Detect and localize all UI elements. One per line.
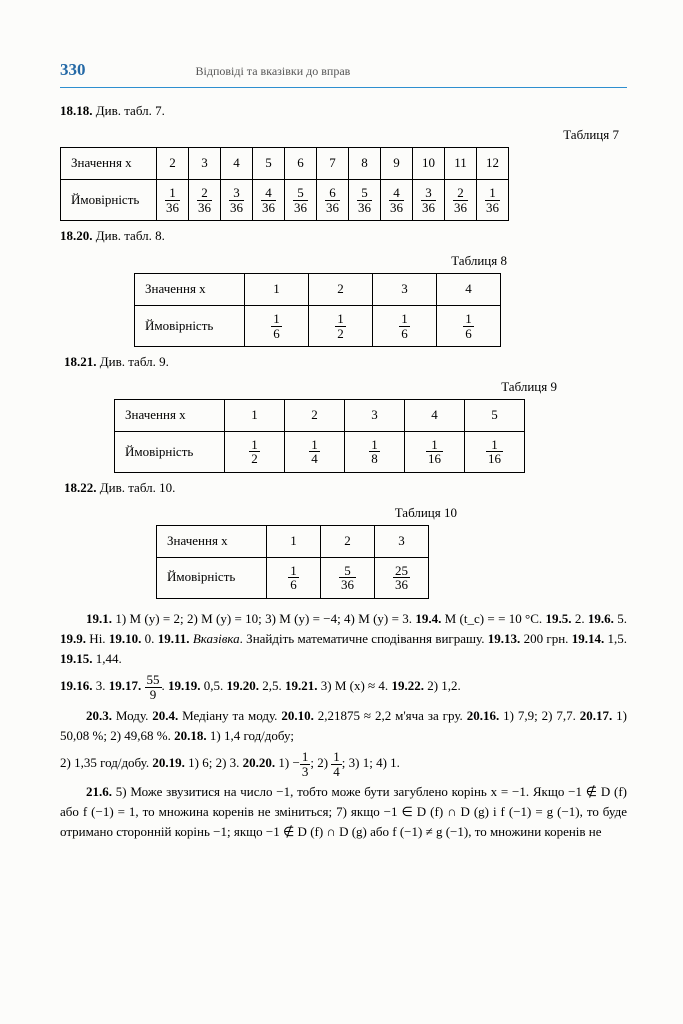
- page-number: 330: [60, 58, 86, 83]
- prob-cell: 14: [285, 431, 345, 472]
- prob-cell: 536: [285, 180, 317, 221]
- value-cell: 1: [267, 525, 321, 557]
- prob-cell: 12: [309, 305, 373, 346]
- table-7: Значення x23456789101112Ймовірність13623…: [60, 147, 509, 221]
- value-cell: 11: [445, 148, 477, 180]
- value-cell: 5: [465, 399, 525, 431]
- header-rule: [60, 87, 627, 88]
- table-8: Значення x1234Ймовірність16121616: [134, 273, 501, 347]
- value-cell: 8: [349, 148, 381, 180]
- value-cell: 1: [245, 274, 309, 306]
- prob-cell: 536: [321, 557, 375, 598]
- prob-cell: 116: [405, 431, 465, 472]
- value-cell: 2: [309, 274, 373, 306]
- value-cell: 4: [221, 148, 253, 180]
- prob-cell: 336: [413, 180, 445, 221]
- answers-21: 21.6. 5) Може звузитися на число −1, тоб…: [60, 782, 627, 842]
- prob-cell: 136: [477, 180, 509, 221]
- prob-cell: 16: [267, 557, 321, 598]
- prob-cell: 336: [221, 180, 253, 221]
- prob-cell: 18: [345, 431, 405, 472]
- prob-cell: 436: [253, 180, 285, 221]
- value-cell: 6: [285, 148, 317, 180]
- value-cell: 2: [321, 525, 375, 557]
- prob-cell: 16: [373, 305, 437, 346]
- table9-caption: Таблиця 9: [100, 378, 557, 397]
- line-18-22: 18.22. Див. табл. 10.: [64, 479, 627, 498]
- answers-20b: 2) 1,35 год/добу. 20.19. 1) 6; 2) 3. 20.…: [60, 750, 627, 778]
- chapter-title: Відповіді та вказівки до вправ: [196, 63, 351, 80]
- row-header: Значення x: [135, 274, 245, 306]
- value-cell: 3: [373, 274, 437, 306]
- line-18-20: 18.20. Див. табл. 8.: [60, 227, 627, 246]
- answers-block: 19.1. 1) M (y) = 2; 2) M (y) = 10; 3) M …: [60, 609, 627, 843]
- value-cell: 9: [381, 148, 413, 180]
- value-cell: 3: [375, 525, 429, 557]
- answers-19a: 19.1. 1) M (y) = 2; 2) M (y) = 10; 3) M …: [60, 609, 627, 669]
- value-cell: 2: [157, 148, 189, 180]
- value-cell: 7: [317, 148, 349, 180]
- prob-cell: 12: [225, 431, 285, 472]
- row-header: Значення x: [115, 399, 225, 431]
- prob-cell: 16: [245, 305, 309, 346]
- value-cell: 1: [225, 399, 285, 431]
- prob-cell: 436: [381, 180, 413, 221]
- value-cell: 3: [345, 399, 405, 431]
- value-cell: 12: [477, 148, 509, 180]
- value-cell: 5: [253, 148, 285, 180]
- prob-cell: 636: [317, 180, 349, 221]
- row-header: Ймовірність: [115, 431, 225, 472]
- row-header: Значення x: [157, 525, 267, 557]
- row-header: Ймовірність: [157, 557, 267, 598]
- table-9: Значення x12345Ймовірність121418116116: [114, 399, 525, 473]
- value-cell: 10: [413, 148, 445, 180]
- row-header: Значення x: [61, 148, 157, 180]
- value-cell: 3: [189, 148, 221, 180]
- line-18-21: 18.21. Див. табл. 9.: [64, 353, 627, 372]
- value-cell: 4: [405, 399, 465, 431]
- prob-cell: 16: [437, 305, 501, 346]
- line-18-18: 18.18. Див. табл. 7.: [60, 102, 627, 121]
- prob-cell: 536: [349, 180, 381, 221]
- table7-caption: Таблиця 7: [60, 126, 619, 145]
- row-header: Ймовірність: [135, 305, 245, 346]
- table8-caption: Таблиця 8: [120, 252, 507, 271]
- prob-cell: 236: [189, 180, 221, 221]
- prob-cell: 236: [445, 180, 477, 221]
- row-header: Ймовірність: [61, 180, 157, 221]
- answers-19b: 19.16. 3. 19.17. 559. 19.19. 0,5. 19.20.…: [60, 673, 627, 701]
- value-cell: 2: [285, 399, 345, 431]
- table-10: Значення x123 Ймовірність165362536: [156, 525, 429, 599]
- value-cell: 4: [437, 274, 501, 306]
- table10-caption: Таблиця 10: [142, 504, 457, 523]
- answers-20a: 20.3. Моду. 20.4. Медіану та моду. 20.10…: [60, 706, 627, 746]
- prob-cell: 2536: [375, 557, 429, 598]
- prob-cell: 136: [157, 180, 189, 221]
- prob-cell: 116: [465, 431, 525, 472]
